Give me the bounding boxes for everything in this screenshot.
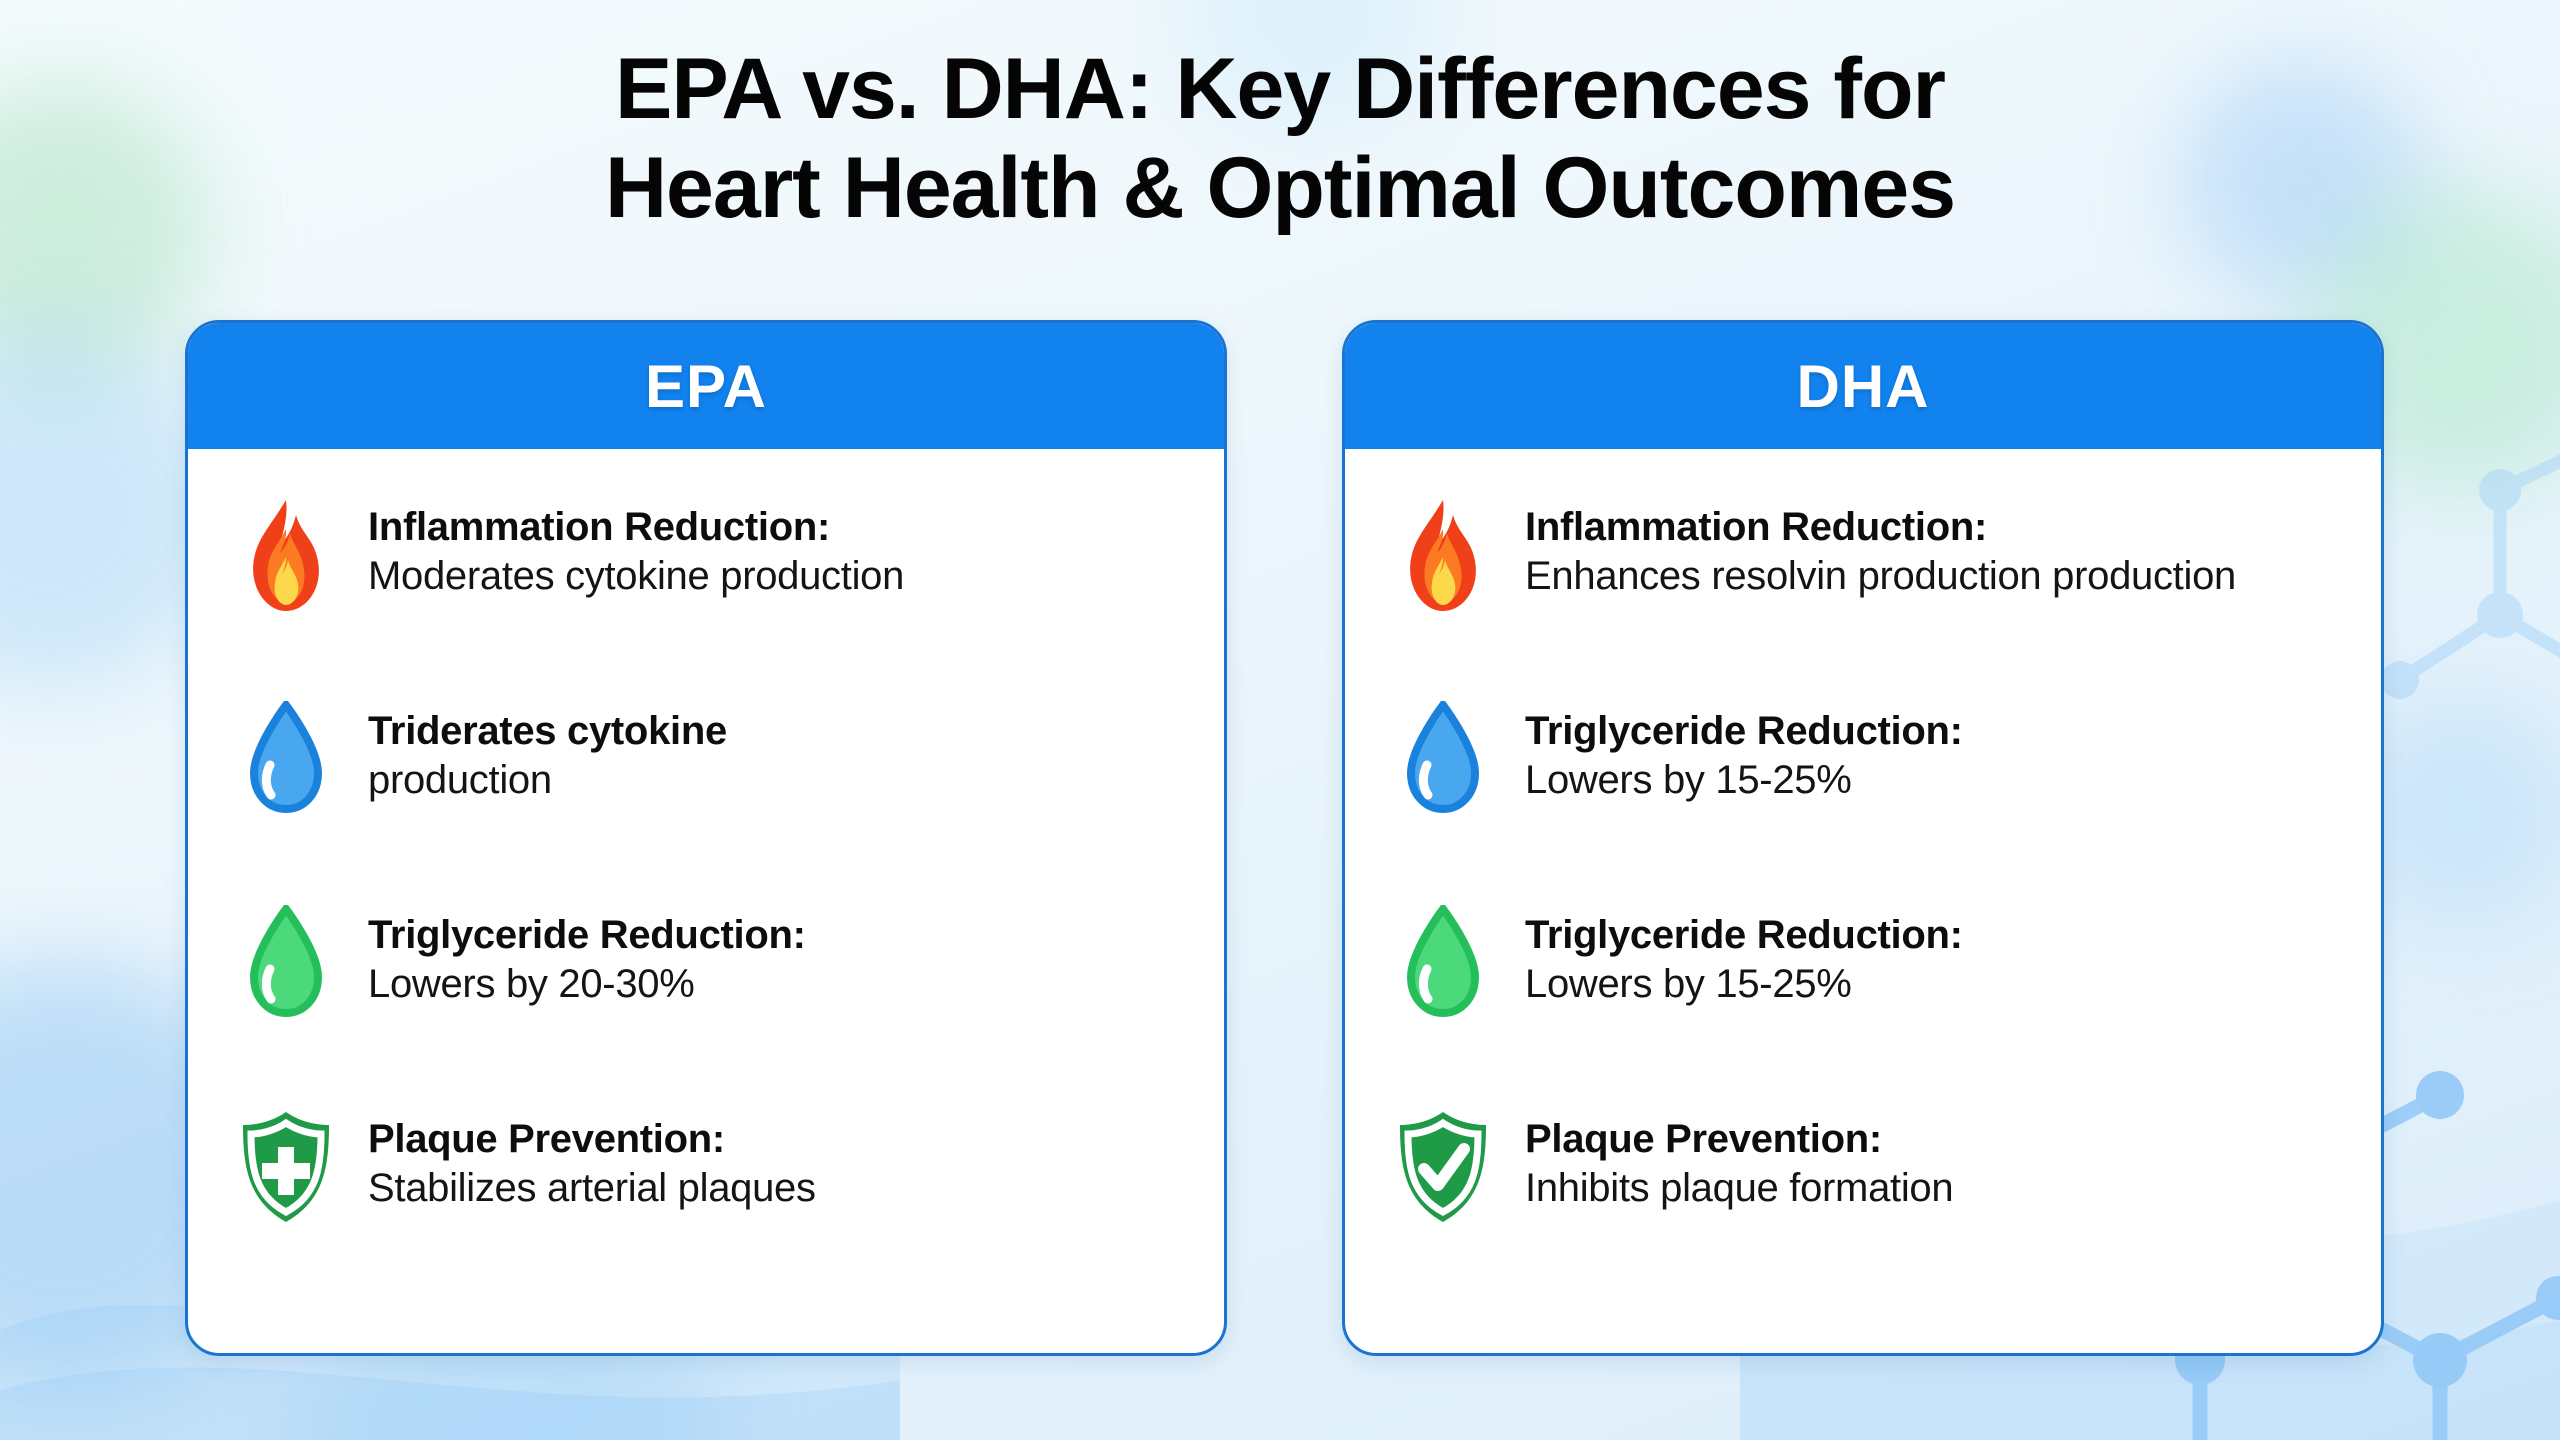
- feature-value: Stabilizes arterial plaques: [368, 1165, 816, 1210]
- feature-row: Inflammation Reduction: Moderates cytoki…: [234, 489, 1178, 679]
- page-title-line-1: EPA vs. DHA: Key Differences for: [614, 41, 1946, 137]
- card-epa-header: EPA: [188, 323, 1224, 449]
- feature-text: Triglyceride Reduction: Lowers by 20-30%: [368, 897, 1178, 1009]
- feature-row: Triderates cytokine production: [234, 693, 1178, 883]
- card-epa-title: EPA: [645, 352, 767, 420]
- feature-text: Triglyceride Reduction: Lowers by 15-25%: [1525, 897, 2335, 1009]
- shield-cross-icon: [234, 1101, 338, 1229]
- card-dha-title: DHA: [1796, 352, 1930, 420]
- green-droplet-icon: [234, 897, 338, 1025]
- feature-row: Triglyceride Reduction: Lowers by 15-25%: [1391, 897, 2335, 1087]
- feature-label: Inflammation Reduction:: [368, 505, 830, 549]
- feature-text: Plaque Prevention: Stabilizes arterial p…: [368, 1101, 1178, 1213]
- card-dha: DHA Inflammation Reduction: Enhances res…: [1342, 320, 2384, 1356]
- feature-text: Inflammation Reduction: Moderates cytoki…: [368, 489, 1178, 601]
- feature-text: Triglyceride Reduction: Lowers by 15-25%: [1525, 693, 2335, 805]
- feature-row: Plaque Prevention: Stabilizes arterial p…: [234, 1101, 1178, 1291]
- feature-value: Lowers by 15-25%: [1525, 961, 1852, 1006]
- feature-label: Triderates cytokine: [368, 709, 727, 753]
- feature-text: Triderates cytokine production: [368, 693, 1178, 805]
- flame-icon: [234, 489, 338, 617]
- feature-text: Inflammation Reduction: Enhances resolvi…: [1525, 489, 2335, 601]
- feature-value: Moderates cytokine production: [368, 553, 905, 598]
- card-epa-body: Inflammation Reduction: Moderates cytoki…: [188, 449, 1224, 1353]
- feature-label: Triglyceride Reduction:: [1525, 709, 1963, 753]
- feature-row: Triglyceride Reduction: Lowers by 20-30%: [234, 897, 1178, 1087]
- feature-value: Enhances resolvin production production: [1525, 553, 2236, 598]
- page-title-line-2: Heart Health & Optimal Outcomes: [604, 139, 1956, 236]
- feature-value: production: [368, 757, 552, 802]
- feature-row: Triglyceride Reduction: Lowers by 15-25%: [1391, 693, 2335, 883]
- card-epa: EPA Inflammation Reduction: Moderates cy…: [185, 320, 1227, 1356]
- blue-droplet-icon: [1391, 693, 1495, 821]
- background-blob-right-mid: [2350, 700, 2560, 920]
- card-dha-header: DHA: [1345, 323, 2381, 449]
- shield-check-icon: [1391, 1101, 1495, 1229]
- molecule-lattice-secondary-icon: [2381, 454, 2560, 699]
- feature-text: Plaque Prevention: Inhibits plaque forma…: [1525, 1101, 2335, 1213]
- feature-label: Triglyceride Reduction:: [368, 913, 806, 957]
- background-blob-blue-topright: [2180, 60, 2420, 300]
- feature-row: Plaque Prevention: Inhibits plaque forma…: [1391, 1101, 2335, 1291]
- feature-row: Inflammation Reduction: Enhances resolvi…: [1391, 489, 2335, 679]
- page-title: EPA vs. DHA: Key Differences for Heart H…: [0, 40, 2560, 238]
- feature-label: Plaque Prevention:: [368, 1117, 725, 1161]
- card-dha-body: Inflammation Reduction: Enhances resolvi…: [1345, 449, 2381, 1353]
- feature-value: Inhibits plaque formation: [1525, 1165, 1954, 1210]
- feature-label: Triglyceride Reduction:: [1525, 913, 1963, 957]
- feature-value: Lowers by 15-25%: [1525, 757, 1852, 802]
- blue-droplet-icon: [234, 693, 338, 821]
- green-droplet-icon: [1391, 897, 1495, 1025]
- comparison-cards-container: EPA Inflammation Reduction: Moderates cy…: [185, 320, 2385, 1360]
- feature-label: Inflammation Reduction:: [1525, 505, 1987, 549]
- feature-label: Plaque Prevention:: [1525, 1117, 1882, 1161]
- flame-icon: [1391, 489, 1495, 617]
- feature-value: Lowers by 20-30%: [368, 961, 695, 1006]
